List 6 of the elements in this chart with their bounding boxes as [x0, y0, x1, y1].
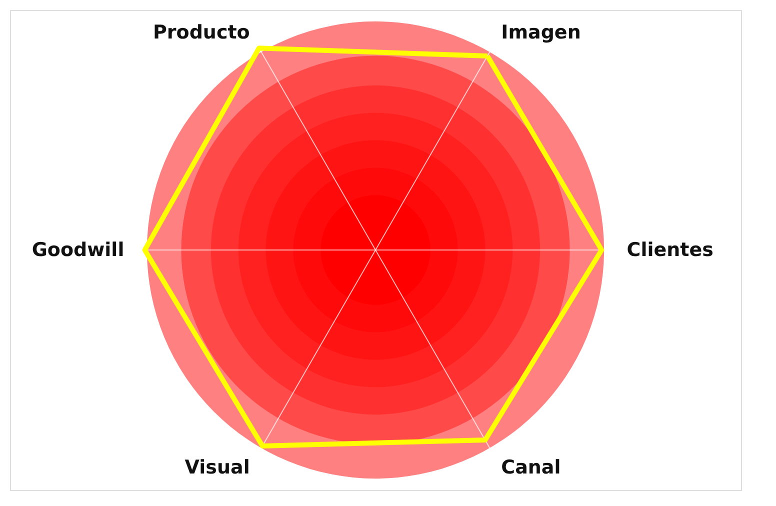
- spoke-label: Canal: [501, 456, 561, 479]
- spoke-label: Clientes: [626, 239, 714, 261]
- spoke-label: Imagen: [501, 21, 581, 44]
- spoke-label: Producto: [152, 21, 250, 44]
- spoke-label: Goodwill: [32, 239, 124, 261]
- spoke-label: Visual: [184, 456, 250, 479]
